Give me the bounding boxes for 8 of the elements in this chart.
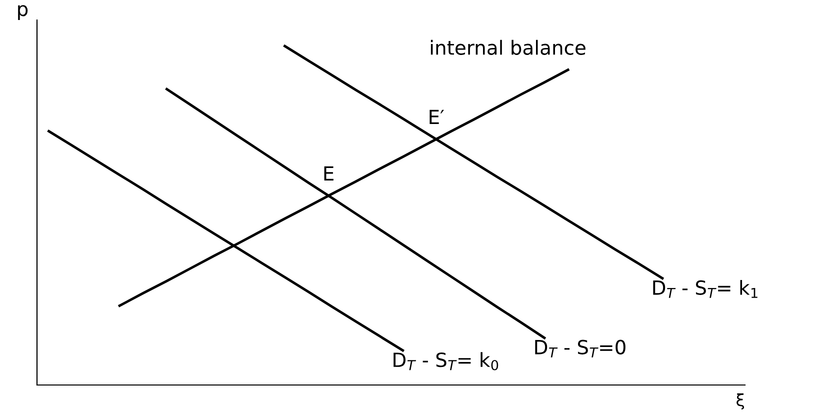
series-label: internal balance: [430, 40, 586, 55]
annotation: E: [324, 166, 334, 181]
series-label: D$_{T}$ - S$_{T}$= k$_{1}$: [653, 280, 758, 298]
series-label: D$_{T}$ - S$_{T}$= k$_{0}$: [394, 352, 498, 370]
x-axis-title: ξ: [736, 393, 744, 410]
annotation: E′: [430, 110, 444, 124]
series-label: D$_{T}$ - S$_{T}$=0: [535, 340, 626, 358]
y-axis-title: p: [18, 5, 28, 20]
